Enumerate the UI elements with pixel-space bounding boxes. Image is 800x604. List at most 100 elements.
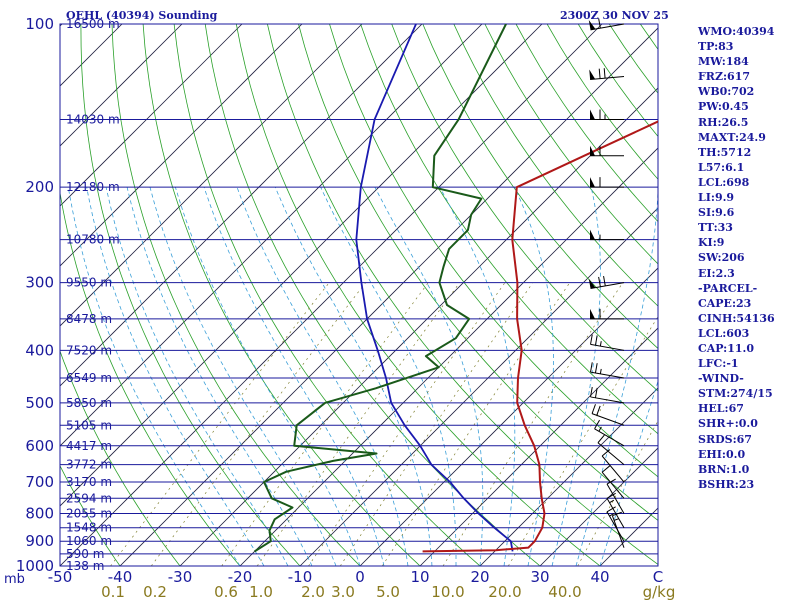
height-label: 10780 m [66,233,120,247]
mixing-ratio-label: 0.1 [101,583,125,600]
stat-row: LCL:603 [698,326,800,341]
stat-row: SRDS:67 [698,432,800,447]
moist-adiabat [127,187,312,566]
wind-barb-flag [604,68,605,78]
stat-row: EHI:0.0 [698,447,800,462]
mixing-ratio-line [382,283,570,566]
mixing-ratio-label: 0.2 [143,583,167,600]
wind-barb-flag [595,363,597,373]
dry-adiabat [143,24,420,566]
dry-adiabat [236,24,600,566]
wind-barb-pennant [589,70,595,80]
height-label: 4417 m [66,439,112,453]
stat-row: -PARCEL- [698,281,800,296]
pressure-tick-label: 800 [25,504,54,522]
wind-barb-half-flag [600,341,601,346]
stat-row: LFC:-1 [698,356,800,371]
wind-barb [598,435,624,465]
stat-row: HEL:67 [698,401,800,416]
wind-barb-flag [591,335,593,345]
stat-row: MW:184 [698,54,800,69]
wind-barb [590,230,624,240]
stat-row: -WIND- [698,371,800,386]
temperature-tick-label: -30 [168,568,193,586]
mixing-ratio-label: g/kg [643,583,676,600]
mixing-ratio-label: 0.6 [214,583,238,600]
wind-barb [591,335,624,351]
height-label: 6549 m [66,371,112,385]
dry-adiabat [267,24,660,566]
height-label: 3170 m [66,475,112,489]
temperature-tick-label: 10 [410,568,429,586]
temperature-tick-label: 40 [590,568,609,586]
pressure-tick-label: 300 [25,274,54,292]
stat-row: RH:26.5 [698,115,800,130]
stat-row: WMO:40394 [698,24,800,39]
dry-adiabat [174,24,480,566]
wind-barb-flag [591,387,593,397]
stat-row: CAPE:23 [698,296,800,311]
dry-adiabat [205,24,540,566]
mixing-ratio-label: 1.0 [249,583,273,600]
wind-barb-flag [604,276,606,286]
stat-row: TP:83 [698,39,800,54]
dry-adiabat [299,24,721,566]
wind-barb [602,450,624,482]
mixing-ratio-label: 3.0 [331,583,355,600]
wind-barb [590,109,624,119]
stat-row: CINH:54136 [698,311,800,326]
mixing-ratio-line [222,283,429,566]
wind-barb [590,177,624,187]
temperature-tick-label: 30 [530,568,549,586]
isotherm-line [120,24,662,566]
moist-adiabat [175,187,360,566]
pressure-tick-label: 900 [25,532,54,550]
dry-adiabat [112,24,360,566]
moist-adiabat [552,187,600,566]
wind-barb-flag [598,435,604,443]
mixing-ratio-line [309,283,506,566]
temperature-tick-label: 20 [470,568,489,586]
stat-row: SI:9.6 [698,205,800,220]
wind-barb-half-flag [600,369,601,374]
wind-barb-flag [602,466,610,472]
temperature-tick-label: 0 [355,568,365,586]
mixing-ratio-label: 2.0 [301,583,325,600]
height-label: 7520 m [66,343,112,357]
wind-barb-staff [591,283,624,289]
height-label: 1548 m [66,521,112,535]
stat-row: KI:9 [698,235,800,250]
wind-barb-pennant [590,230,595,240]
height-label: 9550 m [66,276,112,290]
stat-row: WB0:702 [698,84,800,99]
stat-row: STM:274/15 [698,386,800,401]
wind-barb [589,68,624,79]
stat-row: TH:5712 [698,145,800,160]
wind-barb-pennant [590,177,595,187]
height-label: 12180 m [66,180,120,194]
height-label: 3772 m [66,458,112,472]
stat-row: FRZ:617 [698,69,800,84]
height-label: 14030 m [66,112,120,126]
isotherm-line [0,24,362,566]
height-label: 5105 m [66,418,112,432]
height-label: 8478 m [66,312,112,326]
stat-row: L57:6.1 [698,160,800,175]
pressure-tick-label: 200 [25,178,54,196]
mixing-ratio-label: 5.0 [376,583,400,600]
wind-barb-flag [599,69,600,79]
stat-row: LCL:698 [698,175,800,190]
stat-row: SHR+:0.0 [698,416,800,431]
height-label: 2594 m [66,491,112,505]
moist-adiabat [515,187,554,566]
wind-barb [591,362,624,378]
mixing-ratio-line [257,283,460,566]
pressure-tick-label: 500 [25,394,54,412]
stat-row: EI:2.3 [698,266,800,281]
wind-barb-pennant [590,309,595,319]
stat-row: CAP:11.0 [698,341,800,356]
station-title: OEHL (40394) Sounding [66,9,217,22]
height-label: 5850 m [66,396,112,410]
wind-barb-flag [597,406,600,415]
